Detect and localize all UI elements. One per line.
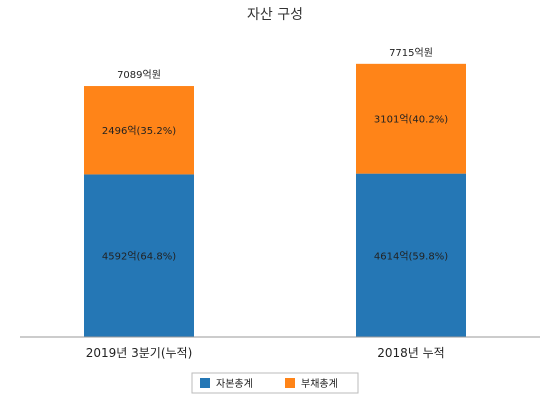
- segment-data-label: 2496억(35.2%): [102, 125, 176, 137]
- bar-segment-liabilities-0: [84, 86, 194, 175]
- category-tick-label: 2018년 누적: [377, 346, 444, 360]
- segment-data-label: 4592억(64.8%): [102, 251, 176, 263]
- bar-segment-liabilities-1: [356, 63, 466, 174]
- bars-layer: 4592억(64.8%) 2496억(35.2%) 7089억원 4614억(59.8…: [84, 47, 466, 337]
- legend-swatch-equity: [200, 378, 210, 388]
- bar-segment-equity-0: [84, 174, 194, 337]
- segment-data-label: 4614억(59.8%): [374, 250, 448, 262]
- category-tick-label: 2019년 3분기(누적): [86, 346, 193, 360]
- legend-swatch-liabilities: [285, 378, 295, 388]
- segment-data-label: 3101억(40.2%): [374, 114, 448, 126]
- bar-total-label: 7089억원: [117, 69, 161, 81]
- legend-label-equity: 자본총계: [216, 378, 253, 390]
- bar-segment-equity-1: [356, 173, 466, 337]
- legend-box: [191, 372, 359, 394]
- bar-total-label: 7715억원: [389, 47, 433, 59]
- category-labels: 2019년 3분기(누적) 2018년 누적: [86, 346, 445, 360]
- chart-title: 자산 구성: [247, 7, 303, 23]
- legend-label-liabilities: 부채총계: [301, 378, 338, 390]
- legend: 자본총계 부채총계: [200, 378, 338, 390]
